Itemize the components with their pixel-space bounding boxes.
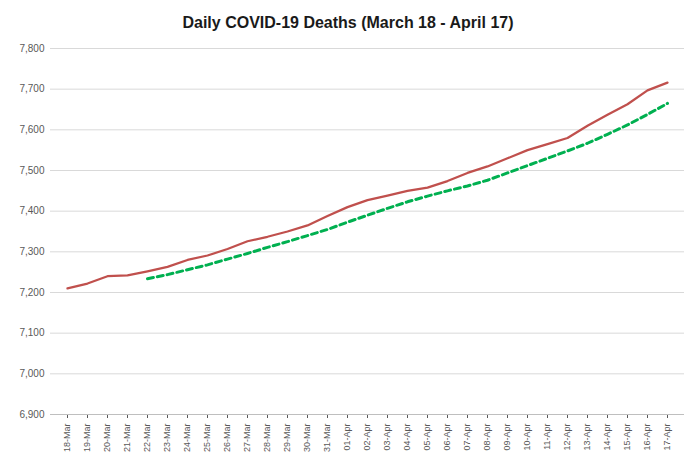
svg-text:01-Apr: 01-Apr	[342, 423, 352, 450]
svg-text:05-Apr: 05-Apr	[422, 423, 432, 450]
svg-text:12-Apr: 12-Apr	[562, 423, 572, 450]
svg-text:24-Mar: 24-Mar	[182, 424, 192, 453]
svg-text:11-Apr: 11-Apr	[542, 424, 552, 450]
svg-text:27-Mar: 27-Mar	[242, 424, 252, 453]
svg-text:25-Mar: 25-Mar	[202, 424, 212, 453]
svg-text:10-Apr: 10-Apr	[522, 423, 532, 450]
svg-text:07-Apr: 07-Apr	[462, 423, 472, 450]
svg-text:7,100: 7,100	[19, 327, 44, 338]
svg-text:09-Apr: 09-Apr	[502, 423, 512, 450]
svg-text:30-Mar: 30-Mar	[302, 424, 312, 453]
svg-text:28-Mar: 28-Mar	[262, 424, 272, 453]
svg-text:19-Mar: 19-Mar	[82, 424, 92, 453]
svg-text:7,600: 7,600	[19, 124, 44, 135]
svg-text:21-Mar: 21-Mar	[122, 424, 132, 453]
svg-text:7,200: 7,200	[19, 287, 44, 298]
svg-text:7,500: 7,500	[19, 165, 44, 176]
svg-text:23-Mar: 23-Mar	[162, 424, 172, 453]
svg-text:13-Apr: 13-Apr	[582, 423, 592, 450]
svg-text:29-Mar: 29-Mar	[282, 424, 292, 453]
svg-text:31-Mar: 31-Mar	[322, 424, 332, 453]
svg-text:17-Apr: 17-Apr	[662, 423, 672, 450]
svg-text:7,700: 7,700	[19, 83, 44, 94]
svg-text:26-Mar: 26-Mar	[222, 424, 232, 453]
svg-text:15-Apr: 15-Apr	[622, 423, 632, 450]
svg-text:7,000: 7,000	[19, 368, 44, 379]
svg-text:08-Apr: 08-Apr	[482, 423, 492, 450]
svg-text:18-Mar: 18-Mar	[62, 424, 72, 453]
svg-text:6,900: 6,900	[19, 409, 44, 420]
svg-text:20-Mar: 20-Mar	[102, 424, 112, 453]
svg-text:7,800: 7,800	[19, 43, 44, 54]
svg-text:02-Apr: 02-Apr	[362, 423, 372, 450]
svg-text:03-Apr: 03-Apr	[382, 423, 392, 450]
svg-text:7,300: 7,300	[19, 246, 44, 257]
svg-text:22-Mar: 22-Mar	[142, 424, 152, 453]
svg-text:14-Apr: 14-Apr	[602, 423, 612, 450]
svg-text:7,400: 7,400	[19, 205, 44, 216]
html-text:Daily COVID-19 Deaths (March 1: Daily COVID-19 Deaths (March 18 - April …	[182, 14, 514, 31]
svg-text:06-Apr: 06-Apr	[442, 423, 452, 450]
svg-text:16-Apr: 16-Apr	[642, 423, 652, 450]
svg-text:04-Apr: 04-Apr	[402, 423, 412, 450]
